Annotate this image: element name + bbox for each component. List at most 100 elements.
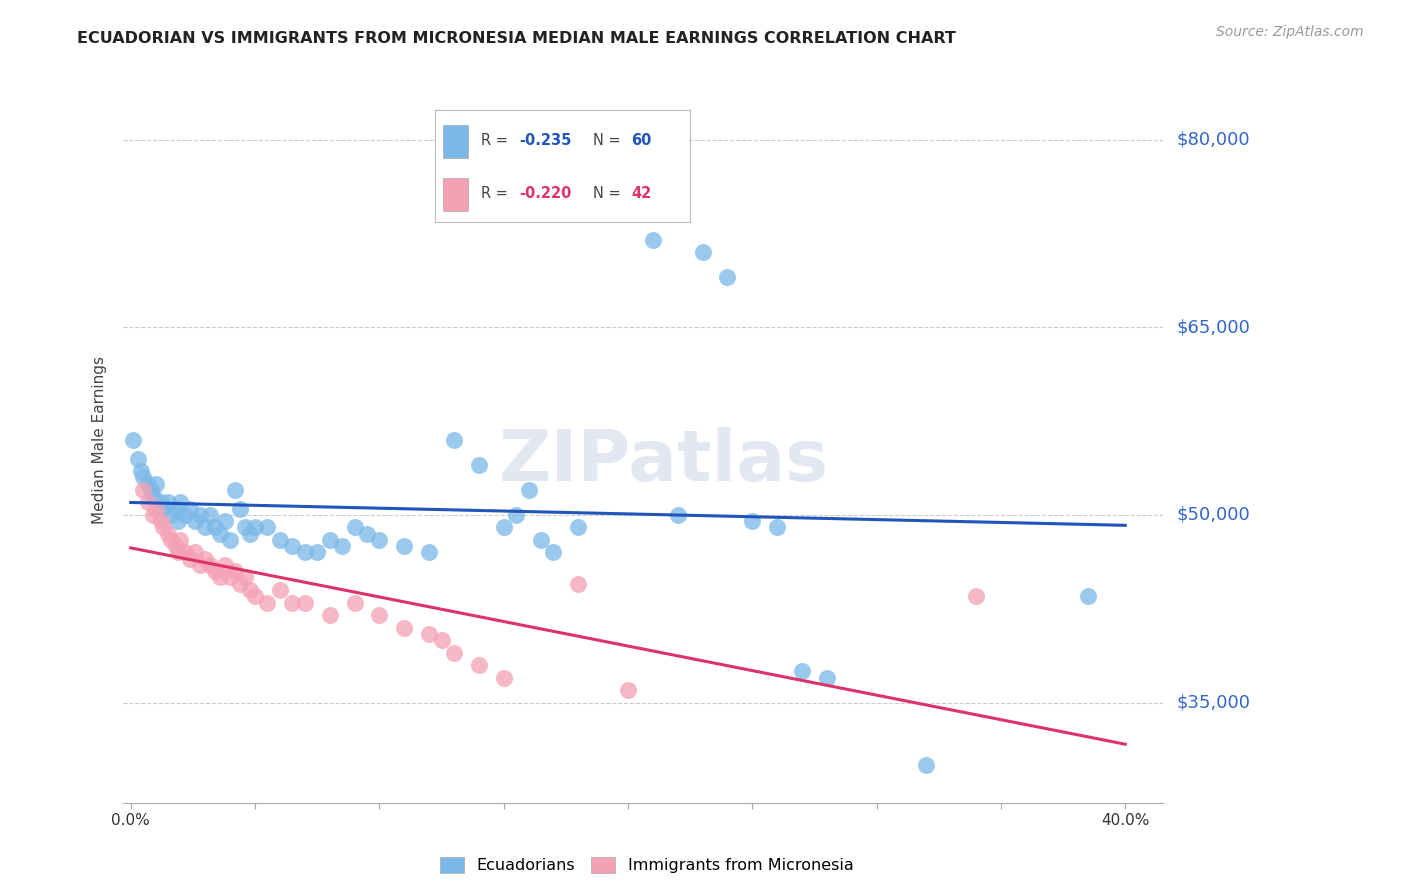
Point [129,464,152,478]
Point [330,539,353,553]
Point [368,607,391,622]
Point [530,533,553,547]
Point [194,520,217,534]
Text: ECUADORIAN VS IMMIGRANTS FROM MICRONESIA MEDIAN MALE EARNINGS CORRELATION CHART: ECUADORIAN VS IMMIGRANTS FROM MICRONESIA… [77,31,956,46]
Point [159,533,181,547]
Point [356,526,378,541]
Point [430,632,453,647]
Point [142,489,165,503]
Point [741,514,763,528]
Text: $50,000: $50,000 [1177,506,1250,524]
Point [343,520,366,534]
Point [200,508,222,522]
Point [233,520,256,534]
Point [167,545,190,559]
Point [219,533,242,547]
Point [204,520,226,534]
Point [1077,589,1099,603]
Text: $80,000: $80,000 [1177,131,1250,149]
Point [209,526,232,541]
Point [219,570,242,584]
Text: ZIPatlas: ZIPatlas [499,427,828,496]
Point [567,520,589,534]
Text: $35,000: $35,000 [1177,693,1250,712]
Point [294,545,316,559]
Point [179,551,201,566]
Point [343,595,366,609]
Point [229,501,252,516]
Point [169,533,191,547]
Point [204,564,226,578]
Point [641,233,664,247]
Point [567,576,589,591]
Point [132,483,155,497]
Point [184,545,207,559]
Point [418,626,440,640]
Point [443,433,465,447]
Point [190,508,212,522]
Point [543,545,565,559]
Point [139,483,162,497]
Point [136,495,159,509]
Point [167,514,190,528]
Point [190,558,212,572]
Point [224,564,246,578]
Point [766,520,789,534]
Point [149,495,172,509]
Point [692,245,714,260]
Point [145,501,167,516]
Point [214,558,236,572]
Point [492,520,515,534]
Point [368,533,391,547]
Point [294,595,316,609]
Point [281,595,304,609]
Point [492,671,515,685]
Point [174,545,197,559]
Point [505,508,527,522]
Point [233,570,256,584]
Point [269,533,291,547]
Point [394,539,416,553]
Legend: Ecuadorians, Immigrants from Micronesia: Ecuadorians, Immigrants from Micronesia [433,850,860,880]
Point [165,539,187,553]
Point [149,514,172,528]
Point [122,433,145,447]
Point [243,589,266,603]
Text: Source: ZipAtlas.com: Source: ZipAtlas.com [1216,25,1364,39]
Point [194,551,217,566]
Point [468,658,491,673]
Point [418,545,440,559]
Point [224,483,246,497]
Point [617,683,640,698]
Point [157,526,180,541]
Point [179,501,201,516]
Point [468,458,491,472]
Point [174,508,197,522]
Point [214,514,236,528]
Point [165,501,187,516]
Point [443,646,465,660]
Point [200,558,222,572]
Point [256,520,278,534]
Point [209,570,232,584]
Point [142,508,165,522]
Point [394,620,416,634]
Point [127,451,149,466]
Point [157,495,180,509]
Point [169,495,191,509]
Point [243,520,266,534]
Point [716,270,738,285]
Point [152,520,174,534]
Point [229,576,252,591]
Point [184,514,207,528]
Point [256,595,278,609]
Point [617,195,640,210]
Point [318,533,340,547]
Point [159,508,181,522]
Point [307,545,329,559]
Point [666,508,689,522]
Point [239,526,262,541]
Point [517,483,540,497]
Point [152,501,174,516]
Point [965,589,987,603]
